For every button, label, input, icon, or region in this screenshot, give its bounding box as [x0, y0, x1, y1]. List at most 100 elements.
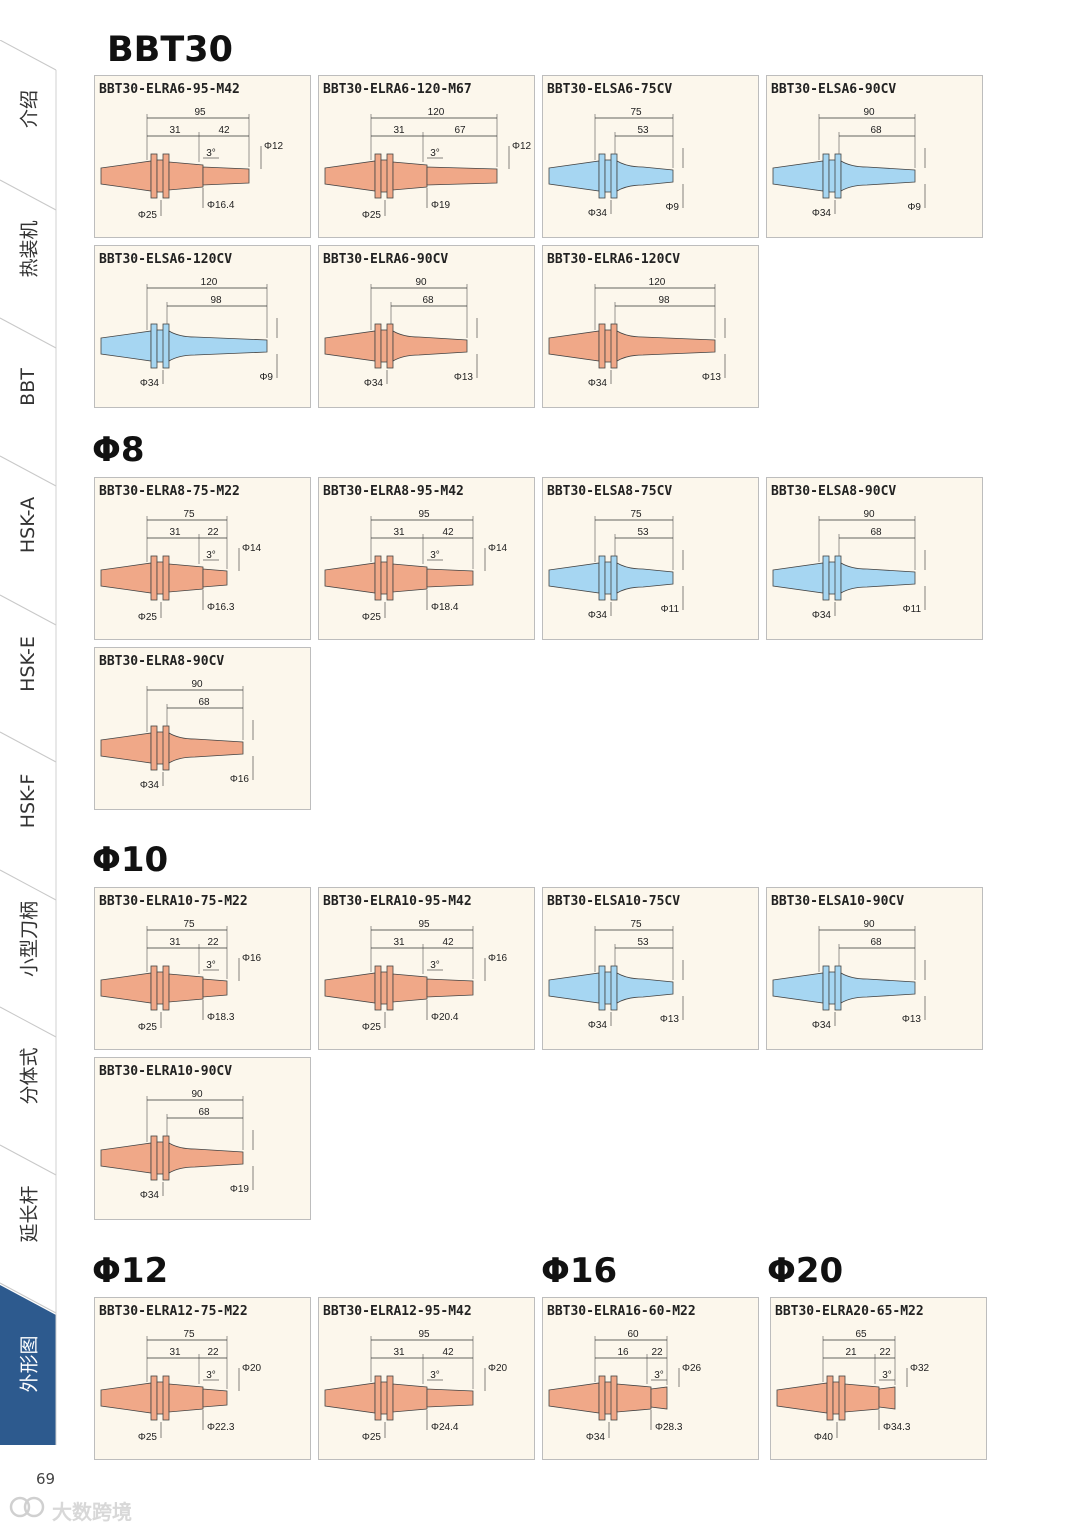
section-title-phi10: Φ10: [92, 840, 169, 880]
dim-d2: 22: [651, 1347, 663, 1358]
dim-total: 75: [630, 509, 642, 520]
dim-angle: 3°: [430, 550, 440, 561]
product-card: 90 68 Φ16 Φ34 BBT30-ELRA8-90CV: [94, 647, 311, 810]
dim-d1: 31: [169, 527, 181, 538]
dim-flange: Φ34: [588, 610, 608, 621]
flange-ring: [834, 153, 842, 199]
dim-d2: 42: [218, 125, 230, 136]
tab-divider: [0, 731, 57, 763]
flange-ring: [374, 965, 382, 1011]
dim-total: 75: [183, 1329, 195, 1340]
dim-d1: 31: [393, 527, 405, 538]
holder-drawing: 90 68 Φ16 Φ34: [100, 679, 254, 791]
sidebar-tab-10[interactable]: 外形图: [0, 1283, 56, 1445]
dim-angle: 3°: [206, 1370, 216, 1381]
holder-drawing: 90 68 Φ13 Φ34: [324, 277, 478, 389]
taper-shank: [772, 160, 824, 192]
flange-ring: [822, 555, 830, 601]
taper-shank: [548, 330, 600, 362]
holder-drawing: 95 31 42 3° Φ16 Φ25 Φ20.4: [324, 919, 508, 1033]
holder-body: [840, 972, 916, 1004]
dim-tip: Φ13: [902, 1014, 922, 1025]
sidebar-tab-9[interactable]: 延长杆: [0, 1145, 56, 1283]
taper-shank: [100, 1382, 152, 1414]
taper-shank: [100, 160, 152, 192]
holder-drawing: 75 53 Φ13 Φ34: [548, 919, 684, 1031]
dim-total: 90: [863, 509, 875, 520]
dim-d1: 68: [198, 697, 210, 708]
sidebar-separators: [0, 40, 57, 1445]
holder-body: [168, 732, 244, 764]
product-card: 90 68 Φ19 Φ34 BBT30-ELRA10-90CV: [94, 1057, 311, 1220]
holder-body: [392, 161, 428, 191]
holder-nose: [426, 568, 474, 588]
product-card: 95 31 42 3° Φ16 Φ25 Φ20.4 BBT30-ELRA10-95-M42: [318, 887, 535, 1050]
dim-angle: 3°: [430, 960, 440, 971]
sidebar-tab-7[interactable]: 小型刀柄: [0, 870, 56, 1008]
taper-shank: [100, 1142, 152, 1174]
dim-d1: 53: [637, 125, 649, 136]
watermark-text: 大数跨境: [52, 1500, 132, 1524]
sidebar-tab-4[interactable]: HSK-A: [0, 456, 56, 594]
product-card: 75 31 22 3° Φ16 Φ25 Φ18.3 BBT30-ELRA10-75-M22: [94, 887, 311, 1050]
sidebar-tab-8[interactable]: 分体式: [0, 1007, 56, 1145]
dim-total: 75: [183, 509, 195, 520]
holder-drawing: 95 31 42 3° Φ14 Φ25 Φ18.4: [324, 509, 508, 623]
dim-total: 90: [191, 679, 203, 690]
dim-d2: 22: [207, 937, 219, 948]
dim-tip: Φ12: [512, 141, 532, 152]
dim-body: Φ22.3: [207, 1422, 235, 1433]
tab-divider: [0, 317, 57, 349]
dim-body: Φ24.4: [431, 1422, 459, 1433]
holder-drawing: 90 68 Φ11 Φ34: [772, 509, 926, 621]
product-card: 90 68 Φ13 Φ34 BBT30-ELRA6-90CV: [318, 245, 535, 408]
product-code: BBT30-ELRA10-95-M42: [323, 894, 472, 909]
holder-nose: [202, 568, 228, 588]
dim-d1: 16: [617, 1347, 629, 1358]
dim-tip: Φ16: [488, 953, 508, 964]
sidebar-tab-5[interactable]: HSK-E: [0, 595, 56, 733]
product-card: 65 21 22 3° Φ32 Φ40 Φ34.3 BBT30-ELRA20-65-M22: [770, 1297, 987, 1460]
taper-shank: [548, 972, 600, 1004]
sidebar-tab-label: 分体式: [18, 1047, 41, 1105]
product-code: BBT30-ELSA6-90CV: [771, 82, 897, 97]
holder-drawing: 65 21 22 3° Φ32 Φ40 Φ34.3: [776, 1329, 930, 1443]
flange-ring: [150, 965, 158, 1011]
holder-body: [840, 562, 916, 594]
holder-body: [168, 973, 204, 1003]
dim-d2: 22: [207, 1347, 219, 1358]
dim-d1: 68: [870, 937, 882, 948]
product-code: BBT30-ELRA10-90CV: [99, 1064, 233, 1079]
product-code: BBT30-ELSA6-120CV: [99, 252, 233, 267]
holder-drawing: 95 31 42 3° Φ12 Φ25 Φ16.4: [100, 107, 284, 221]
sidebar-tab-6[interactable]: HSK-F: [0, 732, 56, 870]
taper-shank: [100, 972, 152, 1004]
dim-flange: Φ25: [362, 210, 382, 221]
taper-shank: [100, 330, 152, 362]
flange-ring: [374, 555, 382, 601]
sidebar-tab-1[interactable]: 介绍: [0, 40, 56, 178]
dim-d1: 31: [393, 125, 405, 136]
flange-ring: [150, 1375, 158, 1421]
holder-body: [168, 1142, 244, 1174]
section-title-phi16: Φ16: [541, 1251, 618, 1291]
dim-total: 65: [855, 1329, 867, 1340]
product-card: 120 98 Φ9 Φ34 BBT30-ELSA6-120CV: [94, 245, 311, 408]
flange-ring: [374, 153, 382, 199]
holder-body: [392, 973, 428, 1003]
product-card: 90 68 Φ13 Φ34 BBT30-ELSA10-90CV: [766, 887, 983, 1050]
product-card: 75 31 22 3° Φ20 Φ25 Φ22.3 BBT30-ELRA12-75-M22: [94, 1297, 311, 1460]
sidebar-tab-2[interactable]: 热装机: [0, 180, 56, 318]
dim-tip: Φ16: [230, 774, 250, 785]
taper-shank: [548, 1382, 600, 1414]
page-title: BBT30: [107, 30, 233, 70]
dim-total: 95: [418, 509, 430, 520]
taper-shank: [324, 562, 376, 594]
sidebar-tab-3[interactable]: BBT: [0, 318, 56, 456]
sidebar-tab-label: BBT: [17, 368, 39, 406]
flange-ring: [162, 153, 170, 199]
flange-ring: [386, 555, 394, 601]
dim-d1: 68: [422, 295, 434, 306]
flange-ring: [822, 965, 830, 1011]
